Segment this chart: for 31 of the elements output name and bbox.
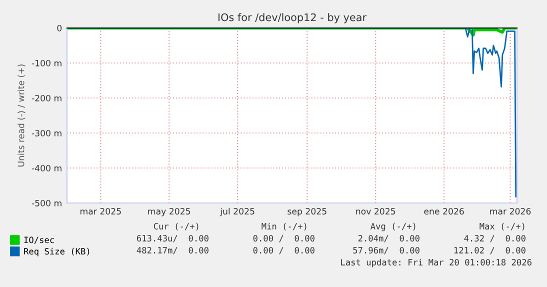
y-tick-label: 0: [57, 24, 62, 32]
x-tick-label: jul 2025: [220, 208, 254, 216]
x-tick-label: nov 2025: [356, 208, 396, 215]
y-axis-title: Units read (-) / write (+): [18, 64, 26, 166]
text: Avg (-/+): [370, 222, 416, 232]
text: 121.02 / 0.00: [454, 247, 526, 254]
x-tick-label: sep 2025: [288, 208, 326, 216]
y-tick-label: -300 m: [32, 130, 62, 136]
text: 0.00 / 0.00: [253, 235, 314, 242]
chart-title: IOs for /dev/loop12 - by year: [218, 13, 367, 24]
text: Min (-/+): [262, 222, 306, 231]
x-tick-label: ene 2026: [424, 208, 464, 215]
text: 482.17m/ 0.00: [136, 247, 208, 254]
text: Cur (-/+): [154, 222, 198, 231]
text: Last update: Fri Mar 20 01:00:18 2026: [341, 258, 532, 268]
text: Max (-/+): [480, 222, 524, 231]
y-tick-label: -400 m: [32, 164, 62, 172]
legend-label: IO/sec: [24, 236, 54, 244]
text: 0.00 / 0.00: [253, 247, 314, 254]
text: 2.04m/ 0.00: [358, 235, 420, 242]
legend-label: Req Size (KB): [24, 248, 90, 256]
y-tick-label: -100 m: [32, 60, 62, 66]
y-tick-label: -500 m: [32, 200, 62, 206]
y-tick-label: -200 m: [32, 94, 62, 102]
text: 4.32 / 0.00: [464, 235, 526, 242]
x-tick-label: mar 2026: [490, 208, 531, 215]
text: 57.96m/ 0.00: [353, 247, 420, 254]
text: 613.43u/ 0.00: [136, 235, 208, 242]
x-tick-label: may 2025: [148, 208, 190, 216]
x-tick-label: mar 2025: [80, 208, 121, 215]
line-series: [67, 28, 517, 37]
